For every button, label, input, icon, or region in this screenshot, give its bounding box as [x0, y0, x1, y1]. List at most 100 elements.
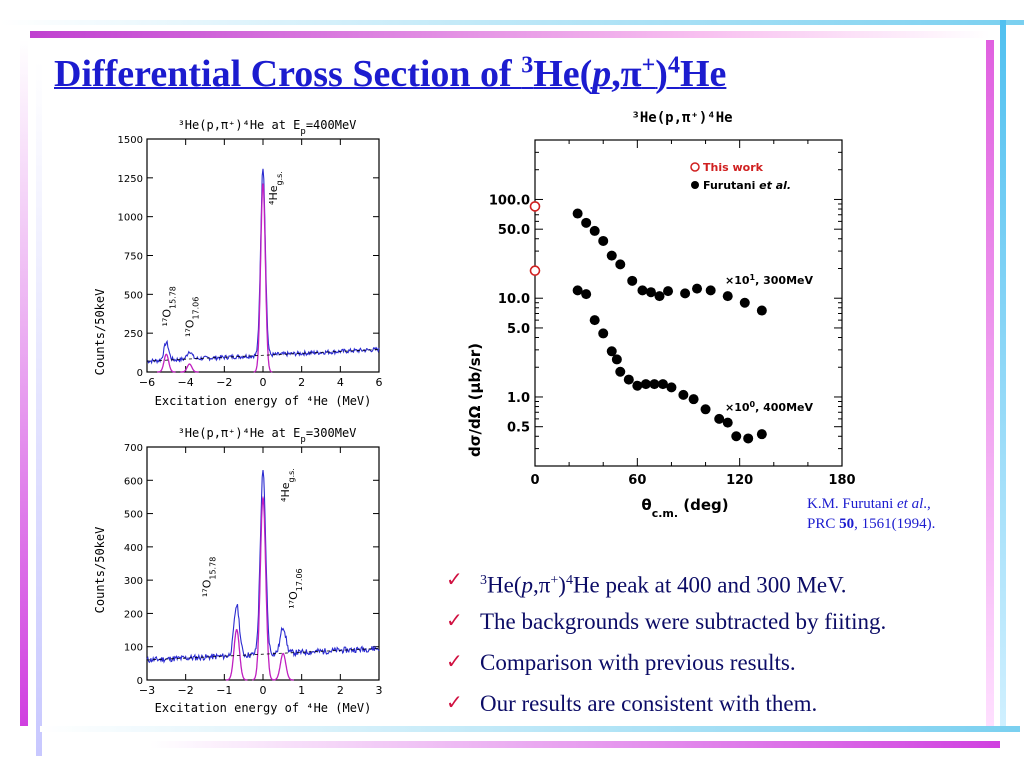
data-point-furutani — [581, 217, 592, 228]
title-p: p — [592, 53, 612, 95]
data-point-furutani — [632, 380, 643, 391]
data-point-furutani — [645, 287, 656, 298]
peak-fit-curve — [272, 652, 294, 681]
y-tick-label: 1.0 — [507, 391, 530, 406]
plot-frame — [146, 446, 380, 681]
x-tick-label: 3 — [376, 684, 383, 697]
data-point-furutani — [606, 346, 617, 357]
peak-fit-curve — [252, 495, 274, 681]
data-point-furutani — [756, 429, 767, 440]
peak-fit-curve — [157, 353, 176, 373]
reference-citation: K.M. Furutani et al., PRC 50, 1561(1994)… — [807, 494, 935, 534]
data-point-furutani — [722, 291, 733, 302]
spectrum-400mev-chart: ³He(p,π⁺)⁴He at Ep=400MeV Counts/50keV E… — [93, 118, 383, 408]
peak-label: ¹⁷O17.06 — [287, 568, 304, 608]
legend-this-work: This work — [703, 161, 764, 174]
y-tick-label: 600 — [124, 476, 143, 487]
peak-label: ¹⁷O17.06 — [184, 297, 201, 337]
legend-furutani: Furutani et al. — [703, 179, 791, 192]
bullet-item: ✓ The backgrounds were subtracted by fiit… — [446, 601, 886, 642]
bottom-accent-bar — [40, 726, 1020, 732]
angular-distribution-chart: ³He(p,π⁺)⁴He dσ/dΩ (μb/sr) θc.m. (deg) T… — [466, 110, 856, 520]
data-point-this-work — [529, 265, 541, 276]
data-point-furutani — [688, 394, 699, 405]
checkmark-icon: ✓ — [446, 651, 463, 673]
title-close: ) — [655, 53, 668, 95]
title-sup-4: 4 — [667, 52, 680, 79]
data-point-furutani — [666, 382, 677, 393]
top-accent-bar-pink — [30, 31, 990, 38]
y-tick-label: 400 — [124, 543, 143, 554]
bottom-accent-bar-pink — [150, 741, 1000, 748]
data-point-furutani — [692, 283, 703, 294]
background-fit-line — [146, 647, 380, 661]
y-tick-label: 1000 — [118, 213, 143, 224]
data-point-furutani — [598, 328, 609, 339]
data-point-furutani — [623, 374, 634, 385]
title-he2: He — [679, 53, 727, 95]
peak-fit-curve — [225, 628, 248, 681]
x-tick-label: −4 — [178, 376, 194, 389]
data-point-this-work — [529, 201, 541, 212]
x-tick-label: 180 — [828, 473, 855, 488]
data-point-furutani — [680, 288, 691, 299]
peak-fit-curve — [253, 183, 273, 373]
chart1-xlabel: Excitation energy of ⁴He (MeV) — [155, 394, 372, 408]
x-tick-label: 2 — [298, 376, 305, 389]
data-point-furutani — [589, 225, 600, 236]
title-plus: + — [641, 52, 656, 79]
peak-label: ⁴Heg.s. — [279, 468, 296, 502]
data-point-furutani — [700, 404, 711, 415]
x-tick-label: −6 — [139, 376, 155, 389]
chart3-xlabel: θc.m. (deg) — [641, 496, 728, 520]
right-accent-bar — [986, 40, 994, 730]
checkmark-icon: ✓ — [446, 569, 463, 591]
title-text: Differential Cross Section of — [54, 53, 522, 95]
peak-fit-curve — [180, 363, 199, 373]
data-point-furutani — [756, 305, 767, 316]
data-point-furutani — [739, 297, 750, 308]
y-tick-label: 10.0 — [498, 292, 530, 307]
x-tick-label: 6 — [376, 376, 383, 389]
x-tick-label: −2 — [178, 684, 194, 697]
x-tick-label: 0 — [260, 376, 267, 389]
chart3-title: ³He(p,π⁺)⁴He — [631, 110, 732, 126]
legend-marker-this-work — [690, 162, 700, 172]
y-tick-label: 300 — [124, 576, 143, 587]
y-tick-label: 0 — [137, 676, 143, 687]
data-point-furutani — [705, 285, 716, 296]
legend-marker-furutani — [691, 181, 699, 189]
data-point-furutani — [581, 289, 592, 300]
peak-label: ¹⁷O15.78 — [160, 286, 177, 326]
title-sup-3: 3 — [521, 52, 534, 79]
data-point-furutani — [649, 379, 660, 390]
x-tick-label: 4 — [337, 376, 344, 389]
chart2-ylabel: Counts/50keV — [93, 527, 107, 614]
curve-label-300mev: ×101, 300MeV — [725, 273, 813, 288]
x-tick-label: 0 — [260, 684, 267, 697]
right-accent-bar-blue — [1000, 20, 1006, 728]
reference-line-1: K.M. Furutani et al., — [807, 496, 931, 512]
plot-frame — [534, 139, 843, 467]
data-point-furutani — [678, 389, 689, 400]
spectrum-line — [146, 168, 380, 365]
data-point-furutani — [714, 413, 725, 424]
left-accent-bar — [20, 40, 28, 726]
y-tick-label: 700 — [124, 443, 143, 454]
data-point-furutani — [663, 286, 674, 297]
checkmark-icon: ✓ — [446, 610, 463, 632]
chart1-ylabel: Counts/50keV — [93, 289, 107, 376]
data-point-furutani — [627, 275, 638, 286]
data-point-furutani — [611, 354, 622, 365]
bullet-item: ✓ Our results are consistent with them. — [446, 683, 886, 724]
chart2-xlabel: Excitation energy of ⁴He (MeV) — [155, 701, 372, 715]
x-tick-label: 2 — [337, 684, 344, 697]
curve-label-400mev: ×100, 400MeV — [725, 400, 813, 415]
x-tick-label: 0 — [530, 473, 539, 488]
bullet-item: ✓ 3He(p,π+)4He peak at 400 and 300 MeV. — [446, 560, 886, 601]
y-tick-label: 5.0 — [507, 322, 530, 337]
y-tick-label: 250 — [124, 329, 143, 340]
x-tick-label: 120 — [726, 473, 753, 488]
data-point-furutani — [598, 235, 609, 246]
data-point-furutani — [654, 291, 665, 302]
